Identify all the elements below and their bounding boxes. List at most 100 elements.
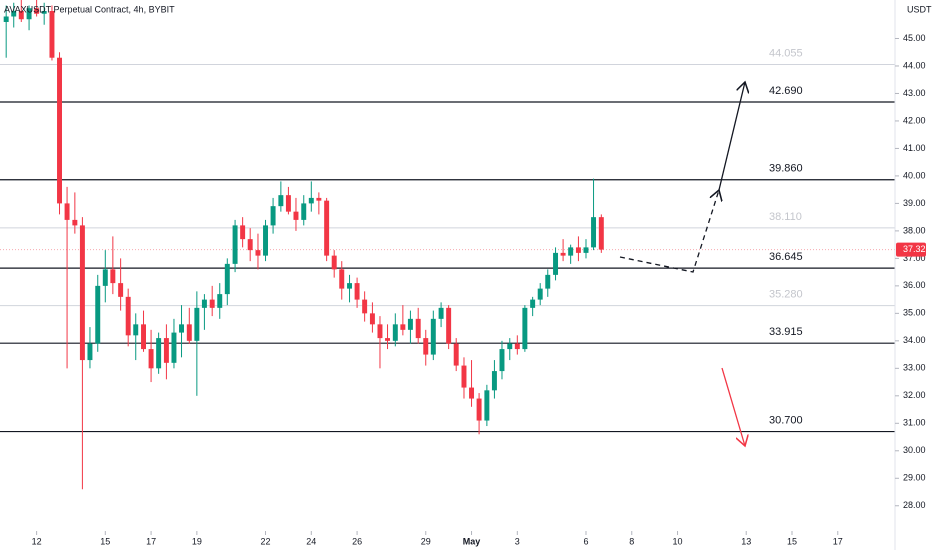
candle-body bbox=[423, 338, 429, 355]
candle-body bbox=[469, 387, 475, 399]
candle-body bbox=[34, 8, 40, 14]
candle-body bbox=[49, 10, 55, 58]
candle-body bbox=[400, 324, 406, 330]
candle-body bbox=[102, 269, 108, 286]
candle-body bbox=[186, 324, 192, 341]
candle-body bbox=[514, 343, 520, 350]
candle-body bbox=[270, 206, 276, 226]
candle-body bbox=[118, 283, 124, 297]
x-tick-label: 8 bbox=[629, 536, 634, 546]
x-tick-label: 29 bbox=[421, 536, 431, 546]
candle-body bbox=[156, 338, 162, 369]
x-tick-label: 3 bbox=[515, 536, 520, 546]
x-tick-label: 15 bbox=[787, 536, 797, 546]
candle-body bbox=[438, 307, 444, 319]
candle-body bbox=[201, 299, 207, 308]
x-tick-label: 17 bbox=[146, 536, 156, 546]
y-tick-label: 43.00 bbox=[903, 88, 926, 98]
candle-body bbox=[64, 203, 70, 220]
candle-body bbox=[369, 313, 375, 325]
last-price-label: 37.32 bbox=[903, 244, 926, 254]
candle-body bbox=[461, 365, 467, 388]
candle-body bbox=[324, 200, 330, 256]
chart-title: AVAXUSDT Perpetual Contract, 4h, BYBIT bbox=[4, 4, 175, 14]
y-tick-label: 32.00 bbox=[903, 390, 926, 400]
candle-body bbox=[362, 299, 368, 314]
level-label: 39.860 bbox=[769, 163, 803, 175]
candle-body bbox=[240, 225, 246, 240]
candle-body bbox=[491, 371, 497, 391]
candle-body bbox=[141, 324, 147, 350]
x-tick-label: May bbox=[463, 536, 481, 546]
level-label: 36.645 bbox=[769, 251, 803, 263]
candle-body bbox=[263, 225, 269, 256]
candle-body bbox=[598, 217, 604, 250]
y-tick-label: 34.00 bbox=[903, 335, 926, 345]
y-tick-label: 31.00 bbox=[903, 418, 926, 428]
candle-body bbox=[209, 299, 215, 308]
candle-body bbox=[110, 269, 116, 284]
x-tick-label: 15 bbox=[100, 536, 110, 546]
candle-body bbox=[87, 343, 93, 361]
candle-body bbox=[377, 324, 383, 339]
candle-body bbox=[247, 239, 253, 251]
candle-body bbox=[354, 283, 360, 300]
y-tick-label: 37.00 bbox=[903, 253, 926, 263]
candle-body bbox=[224, 263, 230, 295]
y-tick-label: 36.00 bbox=[903, 280, 926, 290]
candle-body bbox=[560, 252, 566, 256]
levels: 44.055 42.690 39.860 38.110 36.645 35.280 33.9… bbox=[0, 47, 895, 433]
candle-body bbox=[575, 247, 581, 253]
candle-body bbox=[11, 10, 17, 17]
candle-body bbox=[194, 307, 200, 341]
x-tick-label: 6 bbox=[583, 536, 588, 546]
candle-body bbox=[583, 247, 589, 253]
candle-body bbox=[430, 318, 436, 355]
candle-body bbox=[171, 332, 177, 363]
y-tick-label: 38.00 bbox=[903, 225, 926, 235]
candle-body bbox=[301, 203, 307, 220]
candle-body bbox=[95, 285, 101, 344]
candle-body bbox=[415, 318, 421, 339]
candle-body bbox=[163, 338, 169, 363]
x-tick-label: 19 bbox=[192, 536, 202, 546]
candle-body bbox=[217, 294, 223, 308]
candle-body bbox=[446, 307, 452, 344]
y-tick-label: 42.00 bbox=[903, 115, 926, 125]
candle-body bbox=[484, 390, 490, 421]
candle-body bbox=[339, 269, 345, 289]
y-axis-label: USDT bbox=[907, 4, 932, 14]
x-tick-label: 10 bbox=[673, 536, 683, 546]
projection-down bbox=[721, 367, 745, 446]
candle-body bbox=[545, 274, 551, 289]
candle-body bbox=[72, 219, 78, 226]
projection-dashed bbox=[619, 190, 719, 273]
x-tick-label: 26 bbox=[352, 536, 362, 546]
level-label: 35.280 bbox=[769, 289, 803, 301]
level-label: 42.690 bbox=[769, 85, 803, 97]
candle-body bbox=[392, 324, 398, 341]
candle-body bbox=[125, 296, 131, 336]
y-tick-label: 41.00 bbox=[903, 143, 926, 153]
candles bbox=[3, 0, 604, 490]
level-label: 30.700 bbox=[769, 414, 803, 426]
y-tick-label: 29.00 bbox=[903, 473, 926, 483]
y-tick-label: 39.00 bbox=[903, 198, 926, 208]
candle-body bbox=[255, 250, 261, 256]
candle-body bbox=[133, 324, 139, 336]
y-tick-label: 28.00 bbox=[903, 500, 926, 510]
level-label: 44.055 bbox=[769, 47, 803, 59]
candle-body bbox=[553, 252, 559, 275]
candle-body bbox=[3, 16, 9, 22]
candle-body bbox=[537, 288, 543, 300]
candle-body bbox=[41, 10, 47, 14]
y-tick-label: 33.00 bbox=[903, 363, 926, 373]
candle-body bbox=[57, 57, 62, 204]
last-price-box bbox=[896, 242, 926, 257]
candle-body bbox=[347, 283, 353, 289]
level-label: 38.110 bbox=[769, 211, 802, 223]
candle-body bbox=[278, 195, 284, 207]
y-tick-label: 45.00 bbox=[903, 33, 926, 43]
axes: 28.00 29.00 30.00 31.00 32.00 33.00 34.00 35.00… bbox=[32, 33, 926, 546]
x-tick-label: 12 bbox=[32, 536, 42, 546]
